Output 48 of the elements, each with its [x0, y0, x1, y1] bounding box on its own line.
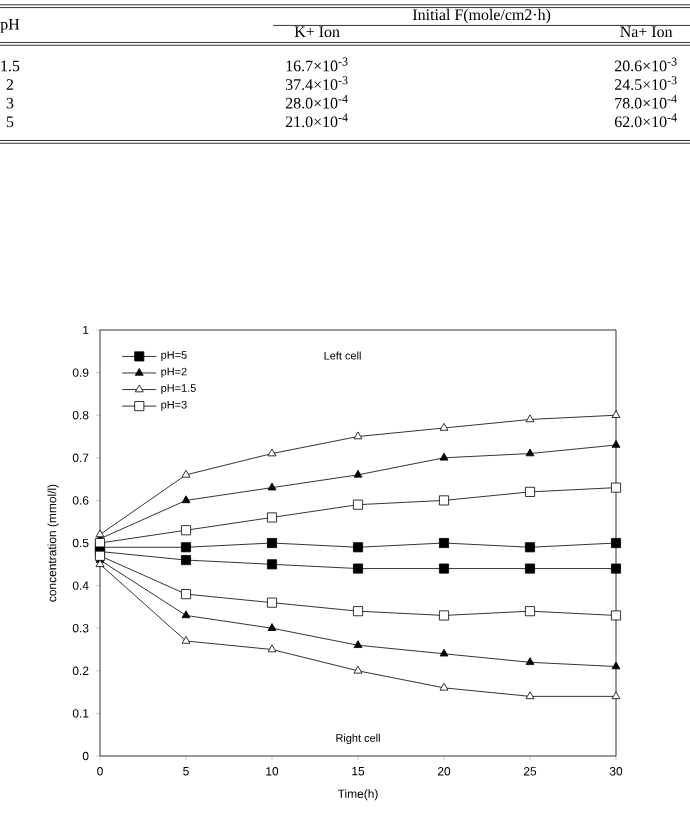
point — [267, 512, 277, 523]
point — [525, 691, 535, 700]
point — [439, 682, 449, 691]
point — [611, 482, 621, 493]
point — [525, 486, 535, 497]
point — [353, 431, 363, 440]
point — [181, 589, 191, 600]
point — [525, 414, 535, 423]
point — [353, 640, 363, 648]
point — [611, 440, 621, 448]
point — [267, 644, 277, 653]
point — [181, 610, 191, 619]
point — [267, 623, 277, 631]
point — [611, 410, 621, 418]
point — [181, 525, 191, 536]
point — [611, 563, 621, 574]
point — [353, 499, 363, 510]
point — [439, 495, 449, 506]
point — [267, 597, 277, 608]
point — [439, 422, 449, 431]
point — [439, 610, 449, 621]
point — [611, 538, 621, 549]
point — [525, 448, 535, 457]
point — [439, 648, 449, 657]
point — [525, 606, 535, 617]
point — [439, 452, 449, 461]
point — [353, 469, 363, 478]
point — [353, 665, 363, 674]
point — [181, 542, 191, 553]
point — [353, 542, 363, 553]
point — [181, 495, 191, 504]
point — [611, 610, 621, 621]
point — [181, 635, 191, 644]
point — [267, 538, 277, 549]
point — [525, 563, 535, 574]
point — [439, 538, 449, 549]
point — [267, 559, 277, 570]
point — [611, 661, 621, 670]
point — [439, 563, 449, 574]
point — [525, 542, 535, 553]
point — [353, 563, 363, 574]
point — [353, 606, 363, 617]
point — [525, 657, 535, 665]
point — [267, 482, 277, 491]
point — [181, 469, 191, 478]
point — [611, 691, 621, 700]
point — [181, 555, 191, 566]
point — [267, 448, 277, 457]
